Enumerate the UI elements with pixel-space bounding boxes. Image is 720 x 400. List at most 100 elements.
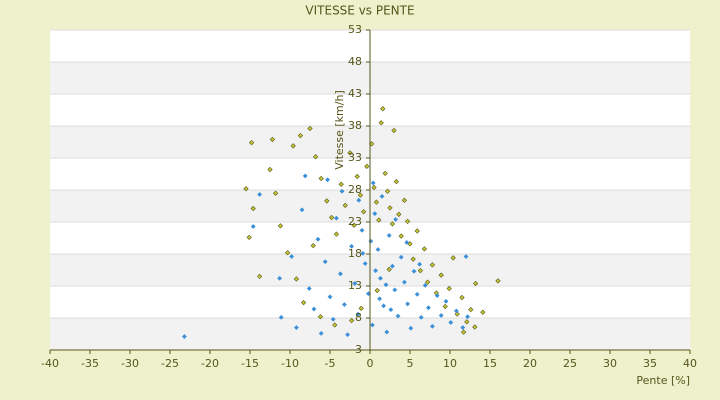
scatter-point [267, 166, 273, 173]
x-tick-label: 0 [367, 357, 374, 370]
x-tick-label: 10 [443, 357, 457, 370]
y-tick-label: 18 [348, 247, 362, 260]
scatter-point [341, 302, 347, 308]
scatter-point [317, 314, 324, 320]
scatter-point [463, 254, 469, 260]
scatter-point [389, 263, 395, 269]
scatter-point [391, 127, 397, 134]
scatter-point [442, 303, 448, 310]
x-tick-label: -10 [281, 357, 299, 370]
scatter-point [417, 261, 423, 267]
scatter-point [387, 205, 393, 211]
scatter-point [404, 218, 411, 224]
scatter-point [250, 205, 256, 212]
scatter-point [384, 188, 391, 194]
scatter-point [290, 143, 296, 149]
scatter-point [250, 223, 256, 229]
scatter-point [358, 305, 364, 312]
scatter-point [425, 305, 431, 311]
scatter-point [248, 140, 255, 146]
scatter-point [375, 247, 381, 253]
scatter-point [311, 306, 317, 312]
scatter-point [332, 322, 338, 328]
scatter-point [324, 198, 330, 204]
scatter-point [377, 296, 383, 302]
scatter-point [348, 317, 355, 324]
y-tick-label: 28 [348, 183, 362, 196]
scatter-point [297, 132, 304, 139]
x-tick-label: 30 [603, 357, 617, 370]
scatter-point [333, 215, 339, 221]
scatter-point [389, 221, 396, 227]
scatter-point [345, 332, 351, 338]
x-tick-label: 20 [523, 357, 537, 370]
scatter-point [338, 181, 344, 187]
y-tick-label: 8 [355, 311, 362, 324]
scatter-point [293, 325, 299, 331]
scatter-point [414, 291, 420, 297]
scatter-point [349, 243, 355, 249]
scatter-point [398, 233, 404, 239]
scatter-point [395, 313, 401, 319]
scatter-point [299, 207, 305, 213]
scatter-point [318, 175, 324, 182]
scatter-point [382, 170, 388, 176]
scatter-point [453, 308, 459, 314]
x-tick-label: -5 [325, 357, 336, 370]
scatter-point [256, 273, 263, 280]
scatter-point [424, 279, 431, 285]
scatter-point [460, 325, 466, 331]
y-tick-label: 13 [348, 279, 362, 292]
scatter-point [328, 214, 335, 221]
scatter-point [388, 307, 394, 313]
y-tick-label: 43 [348, 87, 362, 100]
y-axis-label: Vitesse [km/h] [333, 90, 346, 170]
scatter-point [411, 268, 417, 274]
x-axis-label: Pente [%] [636, 374, 690, 387]
scatter-point [472, 324, 478, 330]
scatter-point [272, 190, 279, 196]
scatter-point [377, 275, 383, 281]
x-tick-label: 5 [407, 357, 414, 370]
scatter-point [392, 287, 398, 293]
scatter-point [459, 294, 465, 301]
scatter-point [355, 311, 361, 317]
scatter-point [269, 136, 276, 143]
scatter-point [418, 314, 424, 320]
scatter-point [404, 239, 410, 245]
scatter-point [372, 211, 378, 217]
scatter-point [434, 293, 440, 299]
scatter-point [468, 307, 474, 313]
scatter-point [448, 319, 454, 325]
scatter-point [414, 228, 420, 234]
scatter-point [257, 191, 263, 197]
x-tick-label: 40 [683, 357, 697, 370]
scatter-point [246, 234, 252, 240]
scatter-point [376, 217, 382, 223]
scatter-point [347, 150, 353, 156]
scatter-point [325, 177, 331, 183]
scatter-point [243, 186, 249, 192]
scatter-point [284, 250, 291, 256]
scatter-point [307, 125, 313, 132]
scatter-point [417, 268, 424, 274]
scatter-point [315, 236, 321, 242]
scatter-point [422, 282, 428, 288]
scatter-point [337, 271, 343, 277]
x-tick-label: -15 [241, 357, 259, 370]
scatter-point [359, 227, 365, 233]
scatter-point [405, 301, 411, 307]
scatter-point [342, 202, 348, 208]
scatter-point [370, 180, 376, 186]
scatter-point [393, 216, 399, 222]
scatter-point [327, 294, 333, 300]
scatter-point [381, 303, 387, 309]
scatter-point [360, 250, 366, 256]
scatter-point [438, 312, 444, 318]
chart-title: VITESSE vs PENTE [305, 4, 414, 18]
y-tick-label: 53 [348, 23, 362, 36]
scatter-point [356, 197, 362, 203]
scatter-point [351, 222, 357, 228]
scatter-point [379, 193, 385, 199]
y-tick-label: 33 [348, 151, 362, 164]
